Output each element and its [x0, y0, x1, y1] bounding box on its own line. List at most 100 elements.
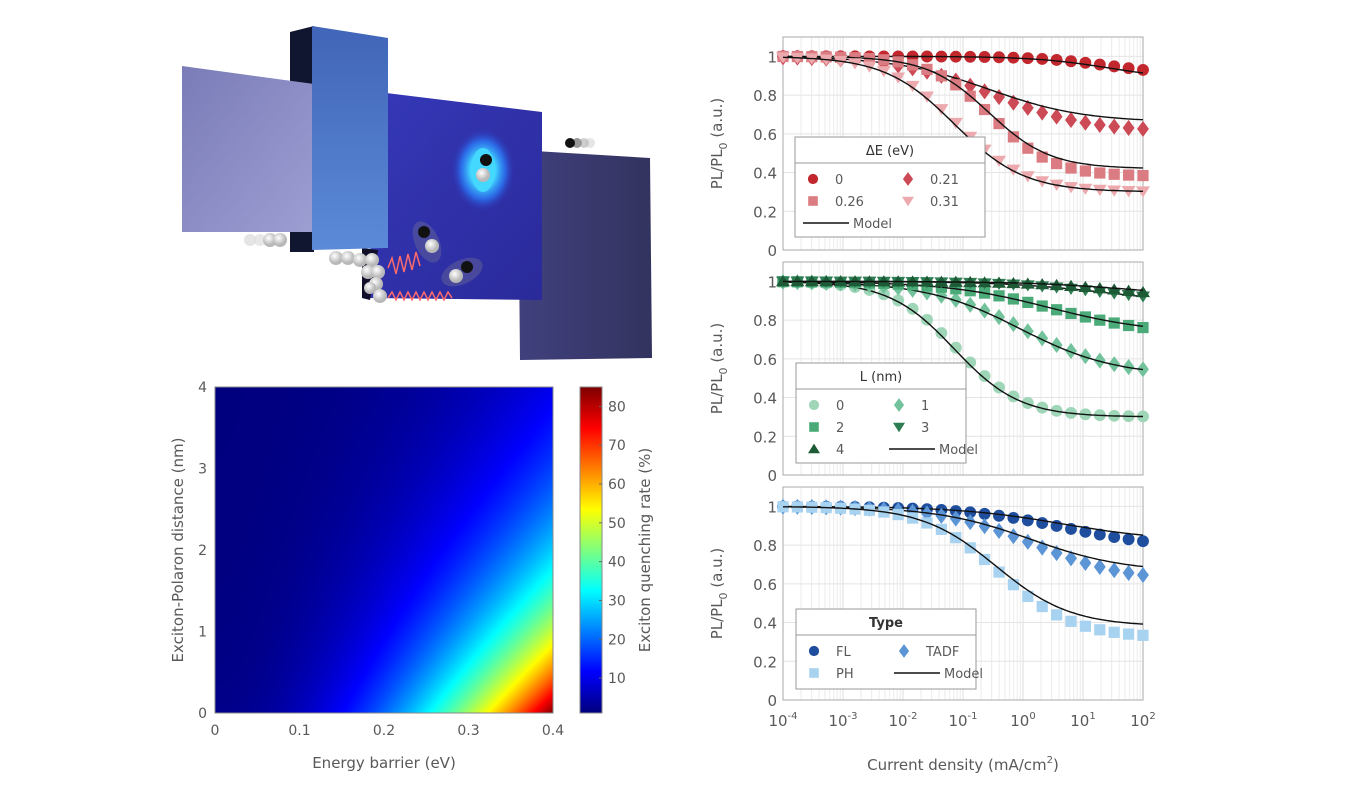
plot-frame	[782, 486, 1144, 701]
heatmap-y-tick: 2	[198, 543, 207, 559]
data-point	[964, 514, 977, 531]
legend-marker-icon	[893, 398, 905, 412]
panel-type: 0 0.2 0.4 0.6 0.8 1 PL/PL0 (a.u.) Type FL TADF PH M…	[708, 486, 1156, 730]
data-point	[1123, 319, 1135, 332]
y-tick-label: 1	[767, 498, 777, 516]
colorbar-tick: 30	[608, 593, 626, 609]
data-point	[921, 313, 933, 326]
data-point	[1050, 108, 1063, 125]
data-point	[935, 507, 948, 524]
y-tick-label: 0.6	[753, 576, 777, 594]
panel-deltaE: 0 0.2 0.4 0.6 0.8 1 PL/PL0 (a.u.) ΔE (eV) 0 0.21 0…	[708, 36, 1150, 260]
data-point	[1079, 56, 1092, 69]
data-point	[935, 327, 948, 339]
data-point	[1021, 514, 1034, 527]
data-point	[1137, 120, 1149, 137]
data-point	[1108, 626, 1120, 638]
data-point	[978, 370, 991, 383]
data-point	[1007, 511, 1020, 524]
data-point	[978, 518, 991, 535]
colorbar-tick: 60	[608, 477, 626, 493]
y-axis-label: PL/PL0 (a.u.)	[708, 548, 730, 640]
colorbar-tick: 40	[608, 555, 626, 571]
legend: L (nm) 0 1 2 3 4 Model	[795, 362, 978, 464]
colorbar-tick: 80	[608, 399, 626, 415]
data-point	[979, 553, 991, 566]
data-point	[1065, 111, 1077, 129]
y-tick-label: 0.6	[753, 351, 777, 369]
data-point	[1137, 629, 1149, 641]
data-point	[1093, 58, 1106, 71]
colorbar-tick: 70	[608, 438, 626, 454]
data-point	[949, 291, 962, 308]
data-point	[1094, 624, 1106, 636]
data-point	[1065, 615, 1077, 627]
heatmap-x-tick: 0	[211, 723, 220, 739]
legend-label: 0	[836, 399, 844, 414]
legend-marker-icon	[808, 399, 820, 411]
legend-label: Model	[853, 217, 892, 232]
data-point	[978, 302, 991, 319]
data-point	[1123, 169, 1135, 181]
y-tick-label: 1	[767, 273, 777, 291]
data-point	[1108, 317, 1120, 329]
legend-title: L (nm)	[860, 370, 902, 385]
heatmap-y-tick: 3	[198, 462, 207, 478]
data-point	[1036, 104, 1049, 121]
x-tick-label: 102	[1130, 711, 1155, 730]
colorbar-frame	[579, 386, 603, 714]
plot-frame	[782, 36, 1144, 251]
model-line	[783, 280, 1144, 291]
data-point	[1079, 114, 1092, 131]
data-point	[978, 507, 991, 520]
data-point	[1079, 165, 1091, 177]
x-tick-label: 100	[1010, 711, 1035, 730]
heatmap-y-tick: 1	[198, 625, 207, 641]
data-point	[1021, 397, 1034, 409]
y-tick-label: 0.8	[753, 537, 777, 555]
data-point	[1079, 525, 1092, 538]
model-line	[782, 56, 1143, 192]
data-point	[1122, 62, 1135, 75]
data-point	[776, 275, 790, 287]
data-point	[1094, 314, 1106, 326]
heatmap-x-tick: 0.4	[542, 723, 564, 739]
legend-label: 1	[921, 399, 929, 414]
data-point	[1122, 533, 1135, 546]
data-point	[790, 275, 805, 287]
data-point	[1079, 348, 1092, 365]
data-point	[1094, 167, 1106, 179]
y-tick-label: 0.8	[753, 87, 777, 105]
data-point	[993, 509, 1005, 522]
data-point	[1051, 609, 1063, 621]
legend-marker-icon	[808, 196, 818, 206]
data-point	[1021, 99, 1034, 116]
data-point	[964, 356, 977, 369]
data-point	[905, 80, 920, 93]
data-point	[1137, 535, 1149, 548]
data-point	[1036, 539, 1049, 556]
data-point	[1108, 562, 1121, 579]
y-tick-label: 0.4	[753, 390, 777, 408]
legend-marker-icon	[898, 644, 910, 658]
data-point	[964, 506, 977, 519]
x-axis-label: Current density (mA/cm2)	[867, 755, 1059, 774]
y-tick-label: 0.4	[753, 615, 777, 633]
data-point	[964, 542, 976, 554]
data-point	[1137, 63, 1149, 76]
y-tick-label: 0	[767, 242, 777, 260]
data-point	[993, 117, 1005, 130]
data-point	[993, 566, 1005, 578]
legend-label: 4	[836, 443, 844, 458]
data-point	[1051, 157, 1063, 170]
colorbar-tick: 20	[608, 632, 626, 648]
data-point	[993, 381, 1005, 394]
legend-label: 3	[921, 421, 929, 436]
data-point	[906, 302, 919, 315]
heatmap-y-tick: 0	[198, 706, 207, 722]
y-axis-label: PL/PL0 (a.u.)	[708, 323, 730, 415]
legend-label: 2	[836, 421, 844, 436]
data-point	[1123, 628, 1135, 640]
data-point	[1022, 142, 1034, 154]
legend-label: 0	[835, 173, 843, 188]
